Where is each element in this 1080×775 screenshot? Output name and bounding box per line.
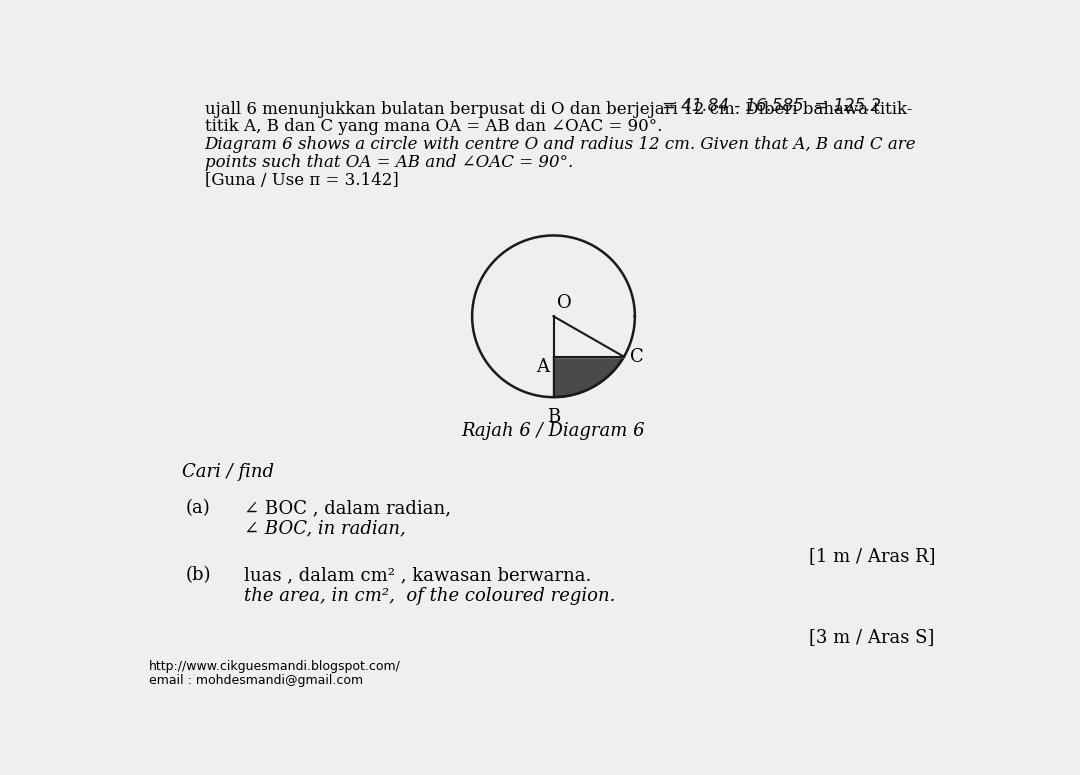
Polygon shape (554, 316, 624, 356)
Text: ∠ BOC , dalam radian,: ∠ BOC , dalam radian, (243, 500, 450, 518)
Text: (a): (a) (186, 500, 211, 518)
Text: Diagram 6 shows a circle with centre O and radius 12 cm. Given that A, B and C a: Diagram 6 shows a circle with centre O a… (205, 136, 916, 153)
Text: [Guna / Use π = 3.142]: [Guna / Use π = 3.142] (205, 171, 399, 188)
Text: ∠ BOC, in radian,: ∠ BOC, in radian, (243, 519, 405, 538)
Text: A: A (536, 358, 549, 377)
Text: email : mohdesmandi@gmail.com: email : mohdesmandi@gmail.com (149, 673, 363, 687)
Text: B: B (546, 408, 561, 426)
Polygon shape (554, 356, 624, 397)
Text: luas , dalam cm² , kawasan berwarna.: luas , dalam cm² , kawasan berwarna. (243, 567, 591, 584)
Text: = 41.84 - 16.585  = 125.2: = 41.84 - 16.585 = 125.2 (662, 97, 881, 115)
Text: titik A, B dan C yang mana OA = AB dan ∠OAC = 90°.: titik A, B dan C yang mana OA = AB dan ∠… (205, 119, 662, 136)
Text: (b): (b) (186, 567, 211, 584)
Text: points such that OA = AB and ∠OAC = 90°.: points such that OA = AB and ∠OAC = 90°. (205, 153, 573, 170)
Text: [3 m / Aras S]: [3 m / Aras S] (809, 629, 934, 646)
Text: Cari / find: Cari / find (181, 463, 273, 480)
Text: ujall 6 menunjukkan bulatan berpusat di O dan berjejari 12 cm. Diberi bahawa tit: ujall 6 menunjukkan bulatan berpusat di … (205, 101, 913, 118)
Text: O: O (556, 294, 571, 312)
Text: the area, in cm²,  of the coloured region.: the area, in cm², of the coloured region… (243, 587, 615, 604)
Text: [1 m / Aras R]: [1 m / Aras R] (809, 547, 935, 565)
Text: Rajah 6 / Diagram 6: Rajah 6 / Diagram 6 (461, 422, 646, 439)
Text: http://www.cikguesmandi.blogspot.com/: http://www.cikguesmandi.blogspot.com/ (149, 660, 401, 673)
Text: C: C (630, 348, 644, 366)
